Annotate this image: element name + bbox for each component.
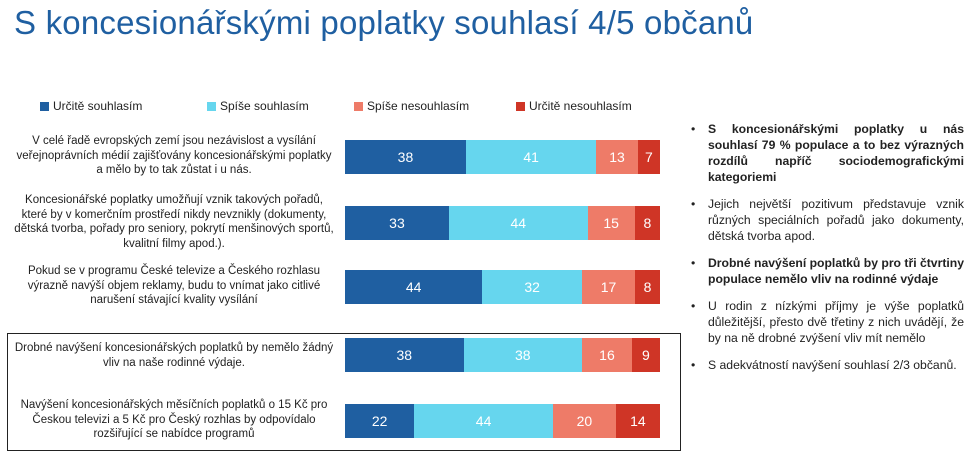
bar-segment: 20 [552,404,616,438]
legend-label: Spíše nesouhlasím [367,99,470,113]
bar-segment: 8 [635,270,660,304]
data-label: 8 [643,215,652,231]
bar-segment: 44 [414,404,553,438]
stacked-bar: 33 44 15 8 [345,206,660,240]
finding-text: U rodin z nízkými příjmy je výše poplatk… [708,299,964,345]
data-label: 15 [603,215,619,231]
key-findings-list: • S koncesionářskými poplatky u nás souhl… [688,121,964,384]
bar-segment: 17 [582,270,636,304]
row-label: Koncesionářské poplatky umožňují vznik t… [14,194,334,250]
bar-segment: 41 [465,140,597,174]
stacked-bar: 38 38 16 9 [345,338,660,372]
finding-item: • Jejich největší pozitivum představuje v… [688,196,964,244]
bullet-icon: • [691,358,696,372]
stacked-bar: 38 41 13 7 [345,140,660,174]
row-label: V celé řadě evropských zemí jsou nezávis… [16,135,332,176]
page-title: S koncesionářskými poplatky souhlasí 4/5… [14,4,754,41]
data-label: 32 [524,279,540,295]
bar-segment: 22 [345,404,415,438]
data-label: 9 [642,347,650,363]
bar-segment: 38 [463,338,582,372]
bullet-icon: • [691,122,696,136]
bar-segment: 9 [631,338,660,372]
legend-swatch [354,101,363,111]
row-label: Drobné navýšení koncesionářských poplatk… [14,342,334,369]
data-label: 33 [389,215,405,231]
bar-segment: 13 [596,140,638,174]
finding-text: Drobné navýšení poplatků by pro tři čtvr… [708,256,964,286]
legend-item-rather-disagree: Spíše nesouhlasím [354,99,469,113]
data-label: 44 [510,215,527,231]
stacked-bar: 22 44 20 14 [345,404,660,438]
row-label: Pokud se v programu České televize a Čes… [27,265,321,306]
finding-item: • U rodin z nízkými příjmy je výše poplat… [688,298,964,346]
data-label: 13 [609,149,625,165]
bar-segment: 14 [615,404,660,438]
data-label: 16 [599,347,615,363]
finding-item: • S koncesionářskými poplatky u nás souhl… [688,121,964,185]
bar-segment: 16 [582,338,632,372]
data-label: 44 [475,413,492,429]
bar-segment: 15 [587,206,635,240]
data-label: 8 [643,279,652,295]
finding-text: Jejich největší pozitivum představuje vz… [708,197,964,243]
stacked-bar: 44 32 17 8 [345,270,660,304]
finding-text: S koncesionářskými poplatky u nás souhla… [708,122,964,184]
legend-item-definitely-disagree: Určitě nesouhlasím [516,99,632,113]
legend-item-rather-agree: Spíše souhlasím [207,99,309,113]
data-label: 38 [514,347,531,363]
data-label: 14 [630,413,646,429]
finding-item: • Drobné navýšení poplatků by pro tři čtv… [688,255,964,287]
legend-label: Spíše souhlasím [220,99,309,113]
bar-segment: 8 [634,206,660,240]
data-label: 38 [397,149,414,165]
legend-label: Určitě nesouhlasím [529,99,632,113]
data-label: 44 [405,279,422,295]
bar-segment: 38 [345,338,464,372]
row-label: Navýšení koncesionářských měsíčních popl… [20,399,328,440]
chart-legend: Určitě souhlasím Spíše souhlasím Spíše n… [40,99,660,115]
highlight-box [7,333,681,451]
legend-item-definitely-agree: Určitě souhlasím [40,99,142,113]
bar-segment: 44 [345,270,483,304]
bullet-icon: • [691,299,696,313]
data-label: 38 [396,347,413,363]
bar-segment: 7 [637,140,660,174]
legend-label: Určitě souhlasím [53,99,143,113]
legend-swatch [207,101,216,111]
bar-segment: 32 [482,270,583,304]
bullet-icon: • [691,197,696,211]
legend-swatch [516,101,525,111]
bar-segment: 38 [345,140,466,174]
data-label: 41 [523,149,539,165]
data-label: 7 [644,149,653,165]
bullet-icon: • [691,256,696,270]
finding-text: S adekvátností navýšení souhlasí 2/3 obč… [708,358,957,372]
data-label: 22 [371,413,388,429]
finding-item: • S adekvátností navýšení souhlasí 2/3 ob… [688,357,964,373]
legend-swatch [40,101,49,111]
data-label: 17 [600,279,617,295]
data-label: 20 [576,413,593,429]
bar-segment: 44 [448,206,588,240]
bar-segment: 33 [345,206,449,240]
